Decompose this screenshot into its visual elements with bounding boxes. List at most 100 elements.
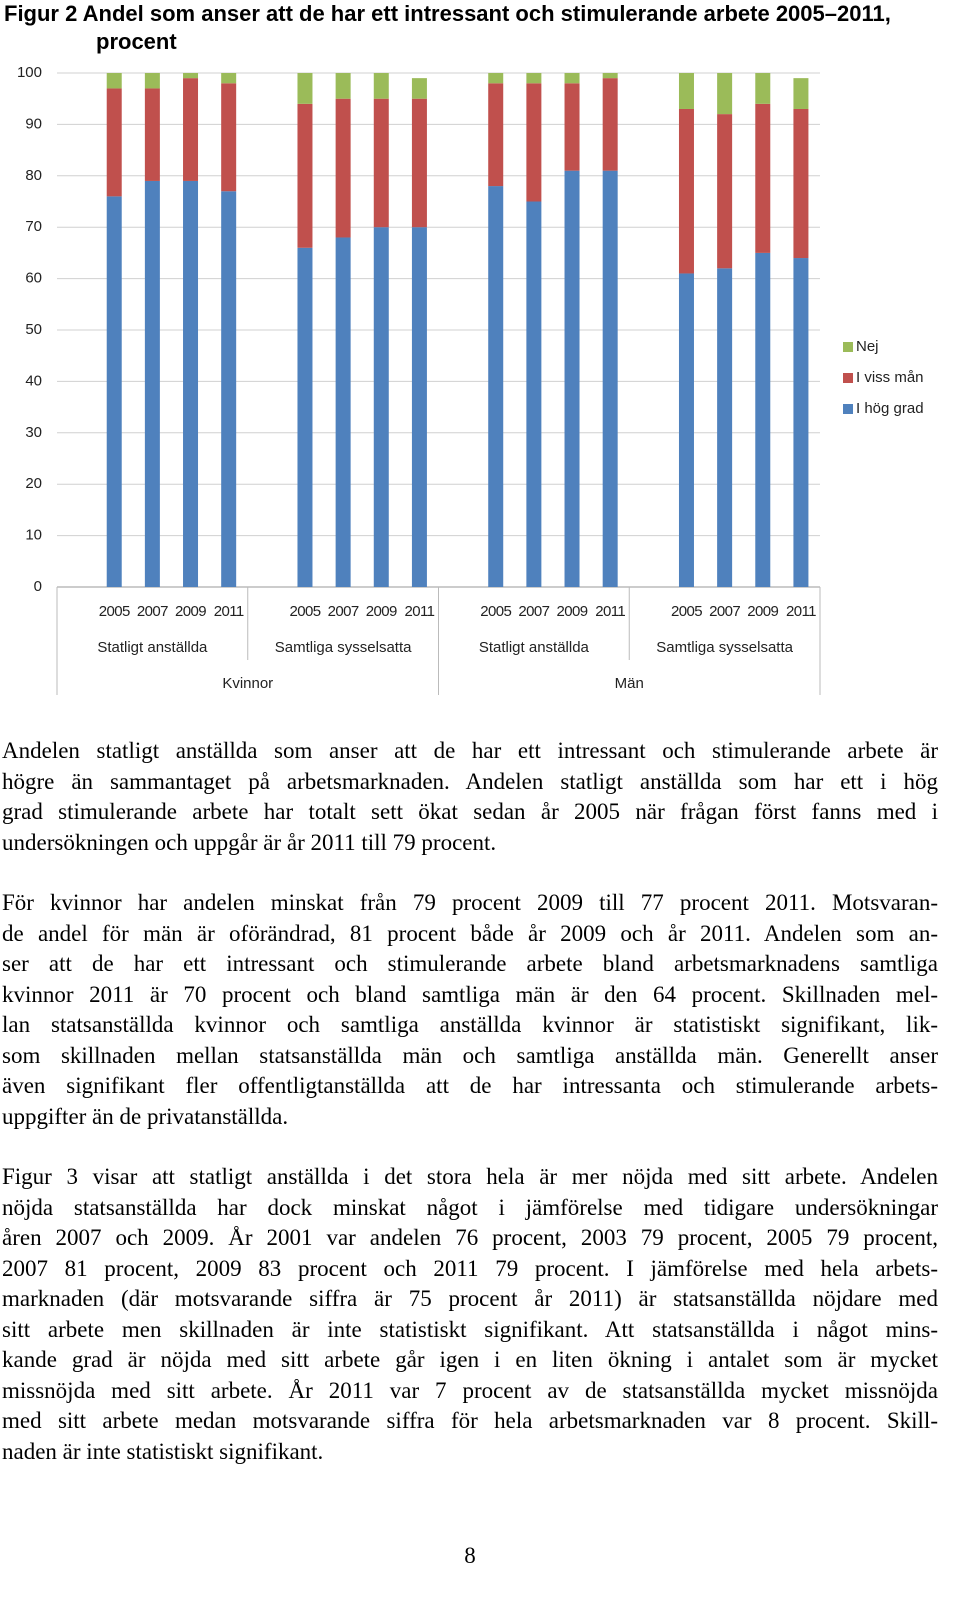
y-tick-label: 30 — [25, 424, 42, 441]
bar-segment — [793, 78, 809, 109]
bar-segment — [144, 180, 160, 587]
bar-segment — [297, 247, 313, 587]
paragraph: För kvinnor har andelen minskat från 79 … — [2, 888, 938, 1132]
text-line: kande grad är nöjda med sitt arbete går … — [2, 1347, 938, 1372]
bar-segment — [564, 73, 580, 84]
bar-segment — [793, 108, 809, 259]
text-line: lan statsanställda kvinnor och samtliga … — [2, 1012, 938, 1037]
group-label: Samtliga sysselsatta — [656, 639, 793, 656]
x-tick-label: 2005 — [99, 603, 130, 620]
text-line: med sitt arbete medan motsvarande siffra… — [2, 1408, 938, 1433]
bar-segment — [106, 73, 122, 89]
text-line: högre än sammantaget på arbetsmarknaden.… — [2, 768, 938, 794]
bar-segment — [793, 258, 809, 587]
x-tick-label: 2007 — [518, 603, 549, 620]
bar-segment — [297, 103, 313, 248]
legend-label: I hög grad — [856, 400, 924, 417]
bar-segment — [755, 73, 771, 104]
paragraph: Figur 3 visar att statligt anställda i d… — [2, 1162, 938, 1467]
bar-segment — [488, 83, 504, 187]
text-line: uppgifter än de privatanställda. — [2, 1103, 289, 1129]
text-line: även signifikant fler offentligtanställd… — [2, 1073, 938, 1098]
figure-title: Figur 2 Andel som anser att de har ett i… — [4, 1, 891, 54]
supergroup-label: Män — [615, 675, 644, 692]
y-tick-label: 60 — [25, 270, 42, 287]
bar-segment — [221, 73, 237, 84]
text-line: åren 2007 och 2009. År 2001 var andelen … — [2, 1225, 938, 1250]
y-tick-label: 50 — [25, 321, 42, 338]
bar-segment — [717, 268, 733, 587]
x-tick-label: 2007 — [328, 603, 359, 620]
legend-label: Nej — [856, 338, 879, 355]
text-line: som skillnaden mellan statsanställda män… — [2, 1042, 938, 1068]
bar-segment — [144, 88, 160, 181]
bar-segment — [411, 227, 427, 587]
text-line: ser att de har ett intressant och stimul… — [2, 951, 938, 976]
bar-segment — [335, 98, 351, 238]
text-line: 2007 81 procent, 2009 83 procent och 201… — [2, 1255, 938, 1281]
bar-segment — [602, 170, 618, 587]
text-line: undersökningen och uppgår är år 2011 til… — [2, 829, 497, 855]
x-tick-label: 2007 — [137, 603, 168, 620]
bar-segment — [373, 98, 389, 228]
bar-segment — [106, 88, 122, 197]
bar-segment — [373, 227, 389, 587]
bar-segment — [183, 180, 199, 587]
bar-segment — [183, 78, 199, 181]
text-line: grad stimulerande arbete har totalt sett… — [2, 799, 938, 824]
y-tick-label: 20 — [25, 475, 42, 492]
bar-segment — [755, 103, 771, 253]
x-tick-label: 2009 — [366, 603, 397, 620]
y-tick-label: 40 — [25, 372, 42, 389]
supergroup-label: Kvinnor — [222, 675, 273, 692]
y-tick-label: 70 — [25, 218, 42, 235]
text-line: missnöjda med sitt arbete. År 2011 var 7… — [2, 1377, 938, 1403]
bar-segment — [411, 98, 427, 228]
group-label: Samtliga sysselsatta — [275, 639, 412, 656]
bar-segment — [488, 186, 504, 587]
x-tick-label: 2011 — [404, 603, 434, 620]
bar-segment — [717, 73, 733, 115]
x-tick-label: 2009 — [557, 603, 588, 620]
bar-segment — [678, 73, 694, 109]
y-tick-label: 0 — [34, 578, 42, 595]
page-number: 8 — [464, 1543, 476, 1568]
chart: 0 10 20 30 40 50 60 70 80 90 100 2005 2007 2009 2011 20… — [17, 64, 924, 695]
bar-segment — [564, 83, 580, 171]
text-line: kvinnor 2011 är 70 procent och bland sam… — [2, 981, 938, 1007]
text-line: nöjda statsanställda har dock minskat nå… — [2, 1194, 938, 1220]
bar-segment — [602, 73, 618, 79]
bar-segment — [297, 73, 313, 104]
bar-segment — [526, 201, 542, 587]
x-tick-label: 2011 — [595, 603, 625, 620]
bar-segment — [717, 114, 733, 269]
x-tick-label: 2005 — [480, 603, 511, 620]
text-line: Figur 3 visar att statligt anställda i d… — [2, 1164, 938, 1189]
text-line: de andel för män är oförändrad, 81 proce… — [2, 920, 938, 946]
text-line: naden är inte statistiskt signifikant. — [2, 1438, 324, 1464]
group-label: Statligt anställda — [97, 639, 208, 656]
legend-label: I viss mån — [856, 369, 924, 386]
bar-segment — [488, 73, 504, 84]
x-tick-label: 2005 — [289, 603, 320, 620]
bar-segment — [373, 73, 389, 99]
bar-segment — [144, 73, 160, 89]
bar-segment — [221, 83, 237, 192]
bar-segment — [106, 196, 122, 588]
text-line: marknaden (där motsvarande siffra är 75 … — [2, 1286, 938, 1311]
bar-segment — [678, 273, 694, 587]
x-tick-label: 2011 — [214, 603, 244, 620]
legend-swatch — [843, 373, 853, 383]
bar-segment — [335, 73, 351, 99]
text-line: För kvinnor har andelen minskat från 79 … — [2, 890, 938, 915]
y-tick-label: 90 — [25, 115, 42, 132]
text-line: sitt arbete men skillnaden är inte stati… — [2, 1316, 938, 1342]
y-tick-label: 80 — [25, 167, 42, 184]
x-tick-label: 2009 — [747, 603, 778, 620]
bar-segment — [755, 252, 771, 587]
bar-segment — [564, 170, 580, 587]
x-tick-label: 2007 — [709, 603, 740, 620]
bar-segment — [678, 108, 694, 274]
bar-segment — [411, 78, 427, 99]
